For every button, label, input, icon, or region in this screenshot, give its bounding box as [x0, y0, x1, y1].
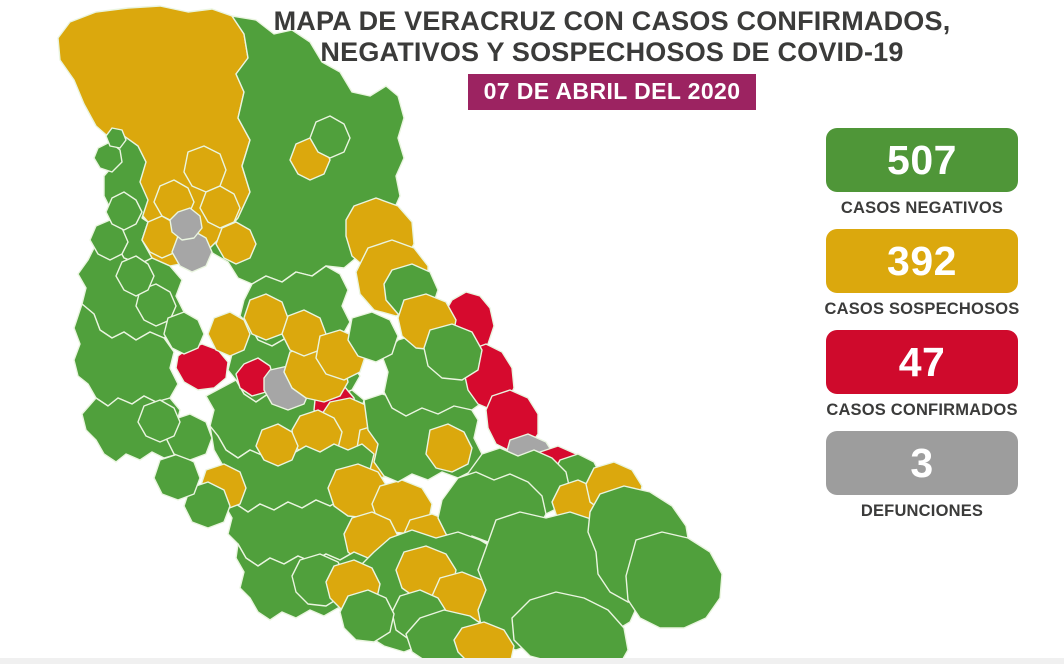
muni-region	[137, 399, 181, 443]
stat-label-casos-confirmados: CASOS CONFIRMADOS	[826, 401, 1018, 419]
stat-value-casos-sospechosos: 392	[826, 229, 1018, 293]
stat-value-defunciones: 3	[826, 431, 1018, 495]
muni-region	[163, 311, 205, 355]
stat-value-casos-negativos: 507	[826, 128, 1018, 192]
muni-region	[207, 311, 251, 357]
muni-region	[255, 423, 299, 467]
stat-label-casos-sospechosos: CASOS SOSPECHOSOS	[824, 300, 1020, 318]
veracruz-map[interactable]	[0, 0, 800, 664]
muni-region	[215, 221, 257, 265]
title-line-2: NEGATIVOS Y SOSPECHOSOS DE COVID-19	[320, 37, 904, 67]
muni-region	[423, 323, 483, 381]
muni-region	[339, 589, 395, 643]
stat-label-defunciones: DEFUNCIONES	[860, 502, 984, 520]
page-title: MAPA DE VERACRUZ CON CASOS CONFIRMADOS, …	[222, 6, 1002, 110]
muni-region	[309, 115, 351, 159]
date-banner-wrap: 07 DE ABRIL DEL 2020	[222, 74, 1002, 110]
stat-casos-confirmados: 47 CASOS CONFIRMADOS	[780, 330, 1064, 420]
date-banner: 07 DE ABRIL DEL 2020	[467, 74, 757, 110]
muni-region	[453, 621, 515, 664]
muni-region	[511, 591, 629, 664]
veracruz-map-svg[interactable]	[0, 0, 800, 664]
muni-region	[115, 255, 155, 297]
bottom-divider	[0, 658, 1064, 664]
title-line-1: MAPA DE VERACRUZ CON CASOS CONFIRMADOS,	[273, 6, 951, 36]
stat-value-casos-confirmados: 47	[826, 330, 1018, 394]
stat-casos-negativos: 507 CASOS NEGATIVOS	[780, 128, 1064, 218]
muni-region	[183, 481, 231, 529]
muni-region	[153, 453, 201, 501]
muni-region	[347, 311, 399, 363]
muni-region	[199, 185, 241, 229]
muni-region	[425, 423, 473, 473]
stat-defunciones: 3 DEFUNCIONES	[780, 431, 1064, 521]
muni-region	[175, 343, 229, 391]
muni-region	[625, 531, 723, 629]
stat-label-casos-negativos: CASOS NEGATIVOS	[840, 199, 1004, 217]
muni-region	[105, 191, 143, 231]
muni-region	[169, 207, 203, 241]
stats-panel: 507 CASOS NEGATIVOS 392 CASOS SOSPECHOSO…	[780, 128, 1064, 532]
muni-region	[105, 127, 127, 149]
stat-casos-sospechosos: 392 CASOS SOSPECHOSOS	[780, 229, 1064, 319]
